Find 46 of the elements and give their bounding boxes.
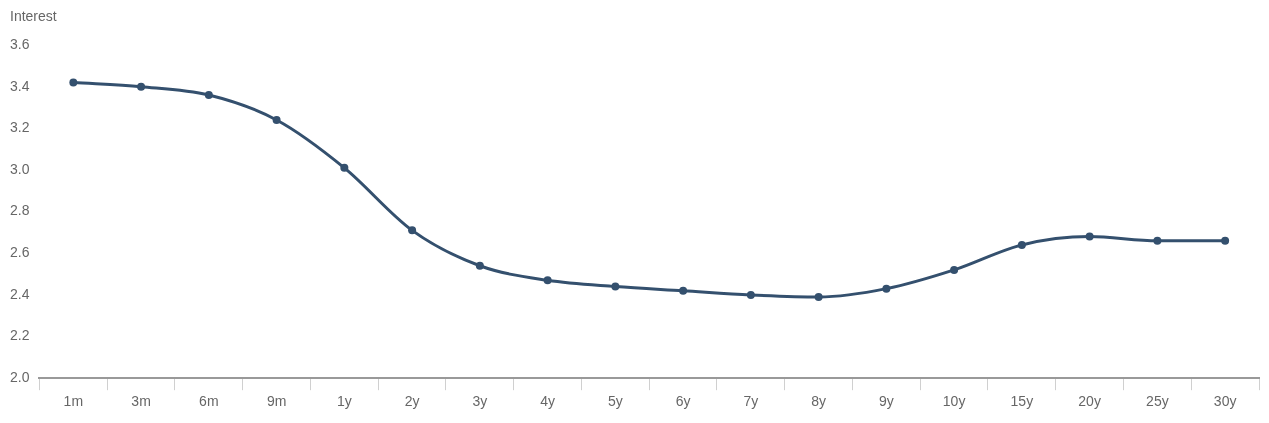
y-tick-label: 2.4 <box>9 285 30 302</box>
x-tick-label: 9m <box>266 393 287 410</box>
y-tick-label: 3.0 <box>9 160 30 177</box>
x-tick-label: 4y <box>540 393 555 410</box>
x-tick-label: 6y <box>675 393 691 410</box>
x-tick-label: 15y <box>1010 393 1034 410</box>
point <box>1085 232 1094 241</box>
point <box>1221 236 1230 245</box>
x-tick-label: 30y <box>1213 393 1237 410</box>
y-tick-label: 2.8 <box>9 202 30 219</box>
x-tick-label: 2y <box>404 393 420 410</box>
point <box>408 226 417 235</box>
x-tick-label: 9y <box>878 393 894 410</box>
point <box>272 115 281 124</box>
point <box>746 290 755 299</box>
y-tick-label: 2.6 <box>9 244 30 261</box>
point <box>611 282 620 291</box>
y-tick-label: 2.0 <box>9 369 30 386</box>
x-tick-label: 5y <box>607 393 623 410</box>
point <box>950 265 959 274</box>
x-tick-label: 10y <box>942 393 966 410</box>
x-tick-label: 8y <box>811 393 827 410</box>
x-tick-label: 3y <box>472 393 488 410</box>
x-tick-label: 20y <box>1078 393 1101 410</box>
point <box>137 82 146 91</box>
point <box>882 284 891 293</box>
y-tick-label: 3.4 <box>9 77 30 94</box>
y-axis-title: Interest <box>10 7 57 24</box>
point <box>679 286 688 295</box>
point <box>69 78 78 87</box>
y-tick-label: 2.2 <box>9 327 30 344</box>
y-tick-label: 3.2 <box>9 119 30 136</box>
point <box>340 163 349 172</box>
point <box>1017 240 1026 249</box>
x-tick-label: 1m <box>63 393 84 410</box>
point <box>1153 236 1162 245</box>
x-tick-label: 25y <box>1146 393 1169 410</box>
point <box>475 261 484 270</box>
x-tick-label: 1y <box>336 393 352 410</box>
point <box>204 90 213 99</box>
x-tick-label: 7y <box>743 393 759 410</box>
point <box>814 292 823 301</box>
y-tick-label: 3.6 <box>9 35 30 52</box>
point <box>543 276 552 285</box>
x-tick-label: 3m <box>131 393 151 410</box>
x-tick-label: 6m <box>199 393 219 410</box>
